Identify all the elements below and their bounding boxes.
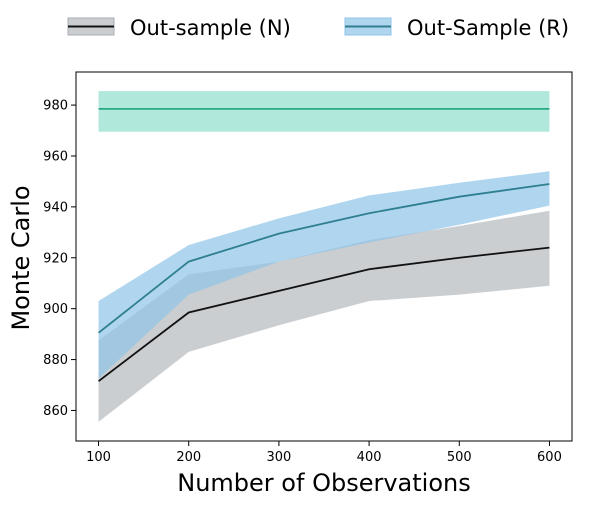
y-tick-label: 960 (43, 149, 68, 164)
y-tick-label: 900 (43, 302, 68, 317)
x-tick-label: 200 (176, 450, 201, 465)
line-series-0 (98, 246, 550, 382)
y-tick-label: 940 (43, 200, 68, 215)
band-series-2 (98, 91, 550, 132)
x-tick-label: 400 (357, 450, 382, 465)
legend-label-n: Out-sample (N) (130, 16, 291, 40)
confidence-bands (98, 91, 550, 422)
y-tick-label: 920 (43, 251, 68, 266)
y-tick-label: 980 (43, 99, 68, 114)
x-tick-label: 600 (537, 450, 562, 465)
x-tick-label: 100 (86, 450, 111, 465)
y-axis-ticks: 860 880 900 920 940 960 980 (43, 99, 76, 419)
x-tick-label: 500 (447, 450, 472, 465)
line-series-1 (97, 183, 550, 334)
x-axis-label: Number of Observations (177, 469, 470, 497)
plot-frame (75, 71, 573, 442)
y-tick-label: 860 (43, 404, 68, 419)
y-tick-label: 880 (43, 353, 68, 368)
legend-label-r: Out-Sample (R) (407, 16, 569, 40)
band-series-1 (98, 171, 550, 379)
band-series-0 (98, 210, 550, 422)
x-tick-label: 300 (266, 450, 291, 465)
series-lines (97, 108, 550, 382)
y-axis-label: Monte Carlo (7, 185, 35, 330)
legend: Out-sample (N) Out-Sample (R) (67, 16, 569, 40)
x-axis-ticks: 100 200 300 400 500 600 (86, 441, 562, 465)
